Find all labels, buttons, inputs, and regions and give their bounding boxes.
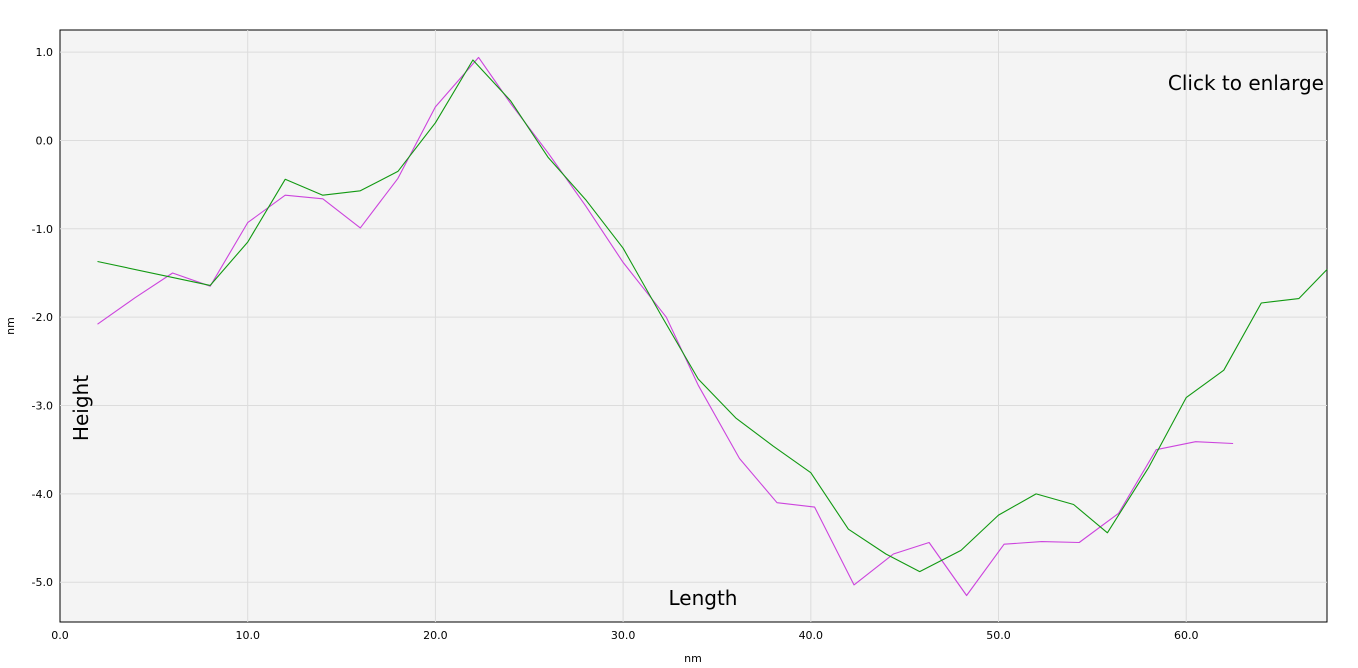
x-axis-unit: nm [684, 652, 702, 665]
y-tick-labels: 1.0 0.0 -1.0 -2.0 -3.0 -4.0 -5.0 [32, 46, 53, 589]
x-tick-label: 20.0 [423, 629, 448, 642]
y-tick-label: 0.0 [36, 134, 54, 147]
series-line-1 [97, 56, 1234, 597]
y-axis-unit: nm [4, 317, 17, 335]
y-tick-label: -2.0 [32, 311, 53, 324]
series-line-2 [97, 59, 1328, 573]
y-tick-label: -5.0 [32, 576, 53, 589]
length-overlay-label: Length [669, 586, 738, 610]
y-tick-label: 1.0 [36, 46, 54, 59]
x-tick-label: 10.0 [235, 629, 260, 642]
x-tick-label: 50.0 [986, 629, 1011, 642]
grid-lines [60, 30, 1327, 622]
y-tick-label: -1.0 [32, 223, 53, 236]
x-tick-label: 30.0 [611, 629, 636, 642]
y-tick-label: -4.0 [32, 488, 53, 501]
plot-area [59, 29, 1328, 623]
y-tick-label: -3.0 [32, 400, 53, 413]
height-overlay-label: Height [69, 375, 93, 441]
x-tick-label: 40.0 [799, 629, 824, 642]
x-tick-label: 60.0 [1174, 629, 1199, 642]
click-to-enlarge-link[interactable]: Click to enlarge [1168, 71, 1324, 95]
series-lines [97, 56, 1328, 597]
x-tick-label: 0.0 [51, 629, 69, 642]
x-tick-labels: 0.0 10.0 20.0 30.0 40.0 50.0 60.0 [51, 629, 1198, 642]
